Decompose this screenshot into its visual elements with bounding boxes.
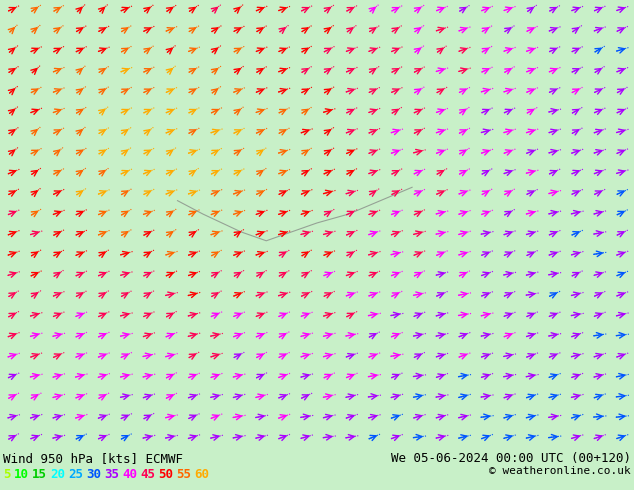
Text: 10: 10 — [14, 468, 29, 481]
Text: 20: 20 — [50, 468, 65, 481]
Text: 55: 55 — [176, 468, 191, 481]
Text: 60: 60 — [194, 468, 209, 481]
Text: 45: 45 — [140, 468, 155, 481]
Text: 25: 25 — [68, 468, 83, 481]
Text: 5: 5 — [3, 468, 11, 481]
Text: 40: 40 — [122, 468, 137, 481]
Text: 50: 50 — [158, 468, 173, 481]
Text: 15: 15 — [32, 468, 47, 481]
Text: 30: 30 — [86, 468, 101, 481]
Text: © weatheronline.co.uk: © weatheronline.co.uk — [489, 466, 631, 476]
Text: Wind 950 hPa [kts] ECMWF: Wind 950 hPa [kts] ECMWF — [3, 452, 183, 465]
Text: We 05-06-2024 00:00 UTC (00+120): We 05-06-2024 00:00 UTC (00+120) — [391, 452, 631, 465]
Text: 35: 35 — [104, 468, 119, 481]
